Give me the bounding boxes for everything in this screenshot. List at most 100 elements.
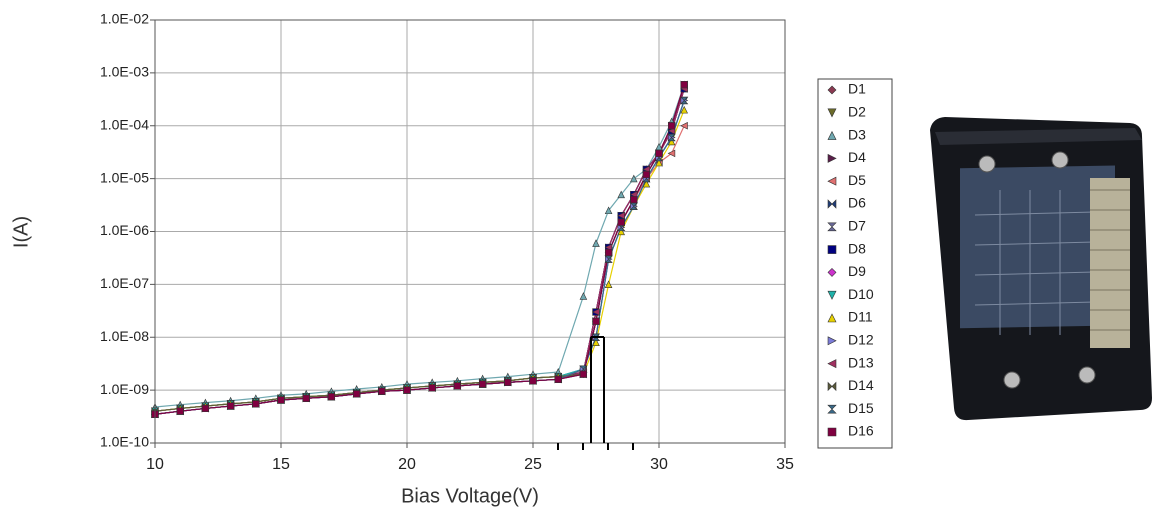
legend-label: D5 — [848, 172, 866, 188]
x-tick-label: 15 — [272, 456, 290, 473]
marker — [655, 158, 663, 167]
marker — [227, 402, 235, 410]
y-tick-label: 1.0E-09 — [100, 381, 149, 397]
marker — [604, 206, 613, 215]
x-axis-label: Bias Voltage(V) — [401, 485, 539, 507]
marker — [668, 122, 676, 130]
device-photo — [930, 117, 1152, 421]
marker — [617, 218, 625, 226]
grid: 1.0E-10 1.0E-09 1.0E-08 1.0E-07 1.0E-06 1.0E-… — [100, 11, 794, 474]
legend-marker — [827, 222, 837, 232]
marker — [592, 308, 600, 316]
x-tick-label: 30 — [650, 456, 668, 473]
y-tick-label: 1.0E-03 — [100, 64, 149, 80]
sensor-array — [960, 165, 1115, 329]
legend-label: D9 — [848, 263, 866, 279]
y-axis-label: I(A) — [10, 216, 32, 248]
legend-label: D10 — [848, 286, 874, 302]
legend-label: D2 — [848, 104, 866, 120]
marker — [353, 390, 361, 398]
marker — [592, 239, 600, 247]
marker — [201, 404, 209, 413]
legend-label: D4 — [848, 149, 866, 165]
screw — [1078, 366, 1096, 384]
x-tick-label: 20 — [398, 456, 416, 473]
x-tick-label: 10 — [146, 456, 164, 473]
legend-label: D1 — [848, 81, 866, 97]
marker — [453, 382, 461, 390]
marker — [642, 170, 650, 179]
legend-marker — [827, 359, 837, 369]
marker — [655, 149, 663, 157]
screw — [978, 155, 996, 173]
plate-edge — [935, 128, 1142, 145]
marker — [680, 96, 689, 105]
marker — [605, 248, 613, 257]
legend-marker — [827, 381, 837, 392]
y-tick-label: 1.0E-08 — [100, 328, 149, 344]
breakdown-markers — [557, 336, 634, 450]
marker — [176, 407, 184, 415]
legend-label: D8 — [848, 240, 866, 256]
pixel-line — [974, 301, 1096, 306]
legend-label: D12 — [848, 332, 874, 348]
marker — [403, 386, 411, 394]
marker — [680, 105, 688, 114]
y-tick-label: 1.0E-02 — [100, 11, 149, 27]
marker — [655, 142, 663, 151]
marker — [428, 384, 436, 392]
marker — [554, 375, 562, 383]
marker — [642, 179, 651, 188]
legend-marker — [827, 313, 837, 323]
legend-label: D6 — [848, 195, 866, 211]
marker — [378, 387, 386, 395]
y-tick-label: 1.0E-10 — [100, 434, 149, 450]
legend-marker — [827, 290, 837, 300]
legend-marker — [827, 336, 837, 346]
legend-marker — [827, 245, 837, 254]
pixel-grid — [974, 190, 1096, 335]
legend-marker — [827, 108, 837, 118]
marker — [604, 280, 613, 288]
pixel-line — [974, 211, 1096, 216]
marker — [667, 133, 676, 142]
legend-marker — [827, 427, 837, 437]
marker — [680, 81, 688, 89]
x-tick-label: 35 — [776, 456, 794, 473]
legend-label: D15 — [848, 400, 874, 416]
legend-marker — [827, 85, 837, 95]
marker — [630, 174, 638, 183]
marker — [667, 137, 676, 146]
marker — [667, 149, 676, 158]
plot-frame — [154, 19, 786, 444]
marker — [529, 377, 537, 385]
marker — [617, 211, 625, 220]
pixel-line — [974, 241, 1096, 246]
marker — [479, 380, 487, 388]
marker — [302, 394, 310, 402]
marker — [617, 227, 625, 236]
marker — [617, 190, 625, 199]
marker — [592, 317, 600, 325]
screw — [1003, 371, 1021, 389]
marker — [327, 393, 335, 401]
legend-label: D3 — [848, 126, 866, 142]
legend-marker — [827, 199, 837, 209]
marker — [504, 378, 512, 386]
legend-label: D16 — [848, 423, 874, 439]
y-tick-label: 1.0E-07 — [100, 275, 149, 291]
legend-marker — [827, 153, 837, 163]
x-tick-label: 25 — [524, 456, 542, 473]
marker — [592, 338, 600, 346]
y-tick-label: 1.0E-04 — [100, 116, 149, 132]
legend-label: D11 — [848, 309, 873, 325]
plot — [150, 80, 689, 419]
marker — [579, 292, 588, 300]
screw — [1051, 151, 1069, 169]
legend-marker — [827, 267, 837, 277]
legend-marker — [827, 176, 837, 186]
legend-label: D7 — [848, 218, 866, 234]
marker — [277, 396, 285, 404]
legend-label: D13 — [848, 354, 874, 370]
